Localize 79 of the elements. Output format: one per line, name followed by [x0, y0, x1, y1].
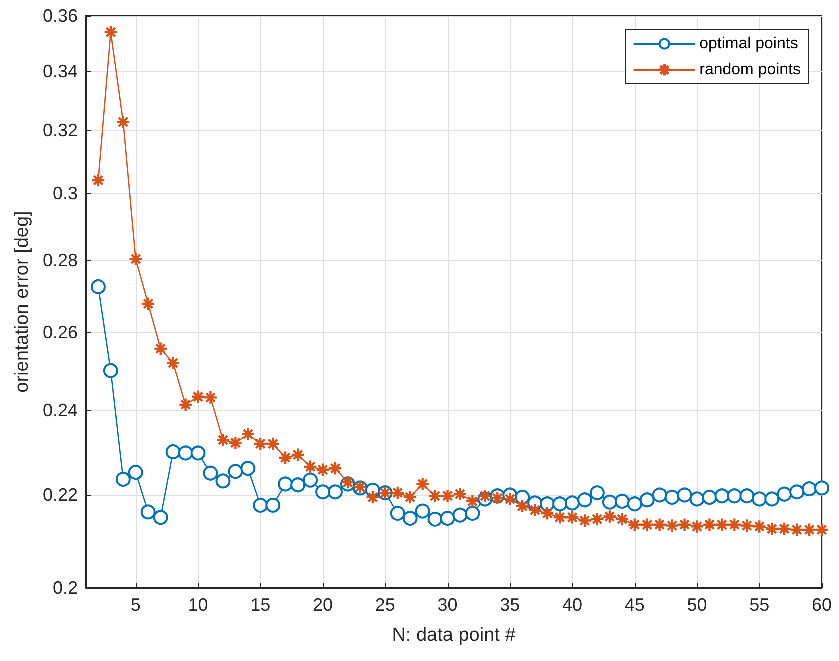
point: [290, 478, 306, 493]
point: [752, 492, 768, 507]
point: [153, 510, 168, 526]
point: [677, 488, 692, 503]
point: [714, 488, 730, 504]
point: [116, 472, 131, 487]
y-tick-label: 0.28: [42, 250, 78, 271]
point: [166, 444, 181, 460]
point: [465, 506, 480, 522]
point: [552, 496, 568, 512]
point: [266, 498, 281, 513]
x-axis-title: N: data point #: [392, 625, 516, 646]
point: [216, 474, 231, 489]
point: [727, 488, 742, 504]
x-tick-label: 60: [812, 595, 832, 615]
point: [190, 446, 206, 461]
y-tick-label: 0.3: [52, 183, 78, 204]
point: [577, 492, 592, 508]
y-tick-label: 0.26: [42, 322, 78, 343]
point: [416, 478, 429, 490]
point: [90, 279, 106, 294]
point: [740, 488, 755, 504]
point: [253, 498, 268, 513]
x-tick-label: 30: [438, 595, 458, 615]
point: [217, 434, 230, 446]
legend-label: optimal points: [700, 36, 798, 52]
point: [103, 363, 118, 378]
point: [440, 511, 456, 526]
y-tick-label: 0.2: [52, 578, 78, 598]
point: [590, 486, 605, 501]
point: [702, 490, 718, 505]
point: [664, 490, 680, 505]
point: [278, 476, 294, 492]
point: [140, 504, 156, 520]
point: [415, 504, 430, 519]
x-tick-label: 20: [313, 595, 334, 615]
point: [128, 465, 144, 480]
point: [390, 506, 406, 522]
point: [178, 446, 194, 461]
point: [814, 480, 830, 496]
point: [452, 508, 468, 523]
point: [565, 496, 580, 511]
y-axis-title: orientation error [deg]: [12, 211, 34, 393]
point: [777, 486, 792, 502]
x-tick-label: 15: [250, 595, 271, 615]
point: [627, 496, 642, 512]
point: [802, 482, 818, 497]
y-tick-label: 0.34: [42, 62, 78, 82]
x-tick-label: 50: [687, 595, 708, 615]
point: [328, 484, 343, 500]
legend-label: random points: [700, 62, 801, 78]
point: [652, 488, 668, 503]
y-tick-label: 0.24: [42, 400, 78, 421]
point: [228, 464, 244, 480]
x-tick-label: 35: [500, 595, 520, 615]
point: [602, 494, 618, 510]
point: [690, 492, 705, 507]
point: [691, 520, 704, 533]
y-tick-label: 0.36: [42, 6, 78, 26]
point: [764, 492, 780, 507]
point: [316, 484, 331, 500]
y-tick-label: 0.22: [42, 485, 78, 506]
point: [640, 492, 655, 508]
x-tick-label: 5: [130, 595, 141, 615]
point: [666, 520, 678, 532]
x-tick-label: 45: [624, 595, 645, 615]
y-tick-label: 0.32: [42, 120, 78, 141]
point: [428, 512, 443, 527]
x-tick-label: 25: [375, 595, 396, 615]
point: [402, 511, 418, 526]
point: [790, 484, 805, 500]
point: [303, 472, 318, 488]
x-tick-label: 10: [188, 595, 208, 615]
point: [204, 392, 217, 404]
point: [614, 494, 630, 509]
x-tick-label: 55: [750, 595, 770, 615]
point: [203, 466, 218, 481]
point: [240, 461, 256, 476]
x-tick-label: 40: [562, 595, 583, 615]
